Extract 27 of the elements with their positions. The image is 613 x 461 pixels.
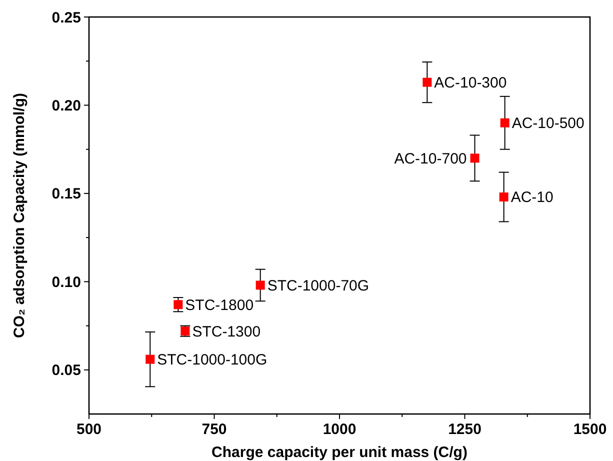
point — [146, 354, 155, 364]
x-tick-label: 500 — [76, 421, 102, 438]
point — [256, 280, 265, 290]
y-tick-label: 0.15 — [52, 186, 81, 203]
annotation: STC-1000-100G — [157, 352, 268, 369]
annotation: AC-10-500 — [512, 115, 584, 132]
annotation: AC-10 — [510, 189, 554, 206]
x-tick-label: 1500 — [573, 421, 607, 438]
y-tick-label: 0.20 — [52, 97, 81, 114]
point — [500, 118, 510, 128]
point — [499, 192, 508, 202]
annotation: AC-10-700 — [394, 150, 467, 168]
point — [422, 78, 432, 87]
annotation: STC-1300 — [192, 323, 261, 340]
x-tick-label: 750 — [202, 421, 227, 438]
y-tick-label: 0.05 — [52, 362, 81, 380]
x-tick-label: 1250 — [448, 421, 482, 438]
annotation: AC-10-300 — [434, 74, 507, 92]
annotation: STC-1800 — [185, 296, 254, 314]
y-axis-title: CO₂ adsorption Capacity (mmol/g) — [11, 92, 28, 338]
point — [174, 300, 183, 310]
y-tick-label: 0.10 — [52, 274, 81, 291]
y-tick-label: 0.25 — [52, 9, 81, 26]
x-axis-title: Charge capacity per unit mass (C/g) — [212, 444, 468, 461]
annotation: STC-1000-70G — [267, 277, 370, 294]
x-tick-label: 1000 — [322, 421, 356, 438]
point — [470, 154, 480, 163]
